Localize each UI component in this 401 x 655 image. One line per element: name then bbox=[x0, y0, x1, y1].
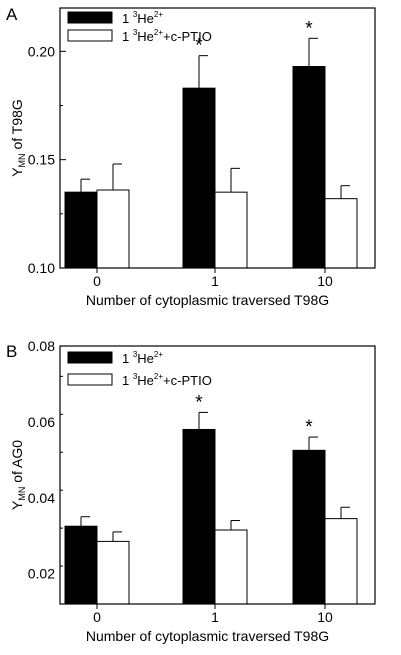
legend-label-0: 1 3He2+ bbox=[122, 350, 163, 366]
legend-label-1: 1 3He2++c-PTIO bbox=[122, 372, 212, 388]
legend-swatch-0 bbox=[67, 351, 113, 364]
bar-0-2 bbox=[292, 449, 326, 605]
legend-swatch-1 bbox=[67, 373, 113, 386]
plot-frame bbox=[59, 7, 376, 269]
y-axis-label: YMN of T98G bbox=[9, 99, 27, 177]
x-tick-label: 1 bbox=[211, 609, 219, 625]
bar-0-1 bbox=[182, 428, 216, 605]
bar-1-2 bbox=[324, 518, 358, 605]
x-tick-label: 10 bbox=[317, 609, 333, 625]
significance-marker: * bbox=[195, 36, 203, 57]
bar-0-0 bbox=[64, 191, 98, 269]
chart-panel-a: A * * 0.10 0.15 0.20 0 1 10 Number of cytoplasmic… bbox=[6, 5, 376, 308]
y-tick-label: 0.20 bbox=[28, 43, 55, 59]
significance-marker: * bbox=[195, 392, 203, 413]
y-tick-label: 0.10 bbox=[28, 260, 55, 276]
legend-label-1: 1 3He2++c-PTIO bbox=[122, 28, 212, 44]
legend-swatch-0 bbox=[67, 11, 113, 24]
legend: 1 3He2+ 1 3He2++c-PTIO bbox=[67, 350, 212, 388]
bar-0-1 bbox=[182, 87, 216, 269]
bar-1-1 bbox=[214, 529, 248, 605]
legend-label-0: 1 3He2+ bbox=[122, 10, 163, 26]
y-tick-label: 0.04 bbox=[28, 490, 55, 506]
x-tick-label: 1 bbox=[211, 273, 219, 289]
legend-swatch-1 bbox=[67, 29, 113, 42]
panel-label: A bbox=[6, 5, 18, 24]
bar-1-2 bbox=[324, 198, 358, 269]
chart-panel-b: B * * 0.02 0.04 0.06 0.08 0 1 10 Number of cytopla… bbox=[6, 338, 376, 644]
legend: 1 3He2+ 1 3He2++c-PTIO bbox=[67, 10, 212, 44]
y-tick-label: 0.15 bbox=[28, 152, 55, 168]
significance-marker: * bbox=[305, 417, 313, 438]
y-tick-label: 0.06 bbox=[28, 414, 55, 430]
x-tick-label: 10 bbox=[317, 273, 333, 289]
x-axis-label: Number of cytoplasmic traversed T98G bbox=[86, 628, 329, 644]
significance-marker: * bbox=[305, 18, 313, 39]
bar-1-1 bbox=[214, 191, 248, 269]
bar-0-2 bbox=[292, 66, 326, 269]
bar-0-0 bbox=[64, 525, 98, 605]
y-axis-label: YMN of AG0 bbox=[9, 440, 27, 510]
plot-frame bbox=[59, 345, 376, 605]
x-axis-label: Number of cytoplasmic traversed T98G bbox=[86, 292, 329, 308]
y-tick-label: 0.08 bbox=[28, 338, 55, 354]
panel-label: B bbox=[6, 342, 17, 361]
x-tick-label: 0 bbox=[93, 609, 101, 625]
bar-1-0 bbox=[96, 189, 130, 269]
bar-1-0 bbox=[96, 540, 130, 605]
y-tick-label: 0.02 bbox=[28, 566, 55, 582]
x-tick-label: 0 bbox=[93, 273, 101, 289]
